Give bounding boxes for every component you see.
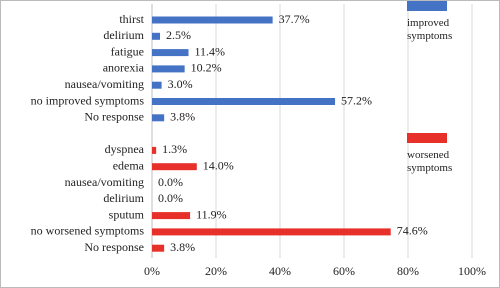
data-label: 10.2% [191, 61, 222, 75]
y-tick-label: No response [84, 240, 144, 254]
data-label: 14.0% [203, 158, 234, 172]
bar [152, 65, 185, 73]
legend-swatch [407, 133, 447, 143]
data-label: 0.0% [158, 175, 183, 189]
data-label: 74.6% [397, 224, 428, 238]
y-tick-label: No response [84, 110, 144, 124]
legend-label: worsened symptoms [407, 149, 453, 174]
data-label: 3.8% [170, 240, 195, 254]
data-label: 2.5% [166, 28, 191, 42]
y-tick-label: thirst [119, 12, 144, 26]
x-tick-label: 100% [458, 264, 486, 278]
y-tick-label: delirium [103, 191, 144, 205]
y-tick-label: edema [113, 158, 145, 172]
y-tick-label: anorexia [103, 61, 145, 75]
y-tick-label: nausea/vomiting [65, 77, 144, 91]
data-label: 1.3% [162, 142, 187, 156]
x-tick-label: 60% [333, 264, 355, 278]
y-tick-label: nausea/vomiting [65, 175, 144, 189]
bar [152, 163, 197, 171]
data-label: 3.8% [170, 110, 195, 124]
bar [152, 244, 165, 252]
y-tick-label: sputum [109, 207, 145, 221]
bar [152, 212, 191, 220]
bar [152, 49, 189, 57]
data-label: 57.2% [341, 93, 372, 107]
bar [152, 98, 336, 105]
data-label: 0.0% [158, 191, 183, 205]
bar [152, 16, 273, 24]
bar [152, 146, 157, 154]
y-tick-label: fatigue [111, 44, 144, 58]
x-tick-label: 40% [269, 264, 291, 278]
y-tick-label: no worsened symptoms [31, 224, 145, 238]
y-tick-label: delirium [103, 28, 144, 42]
bar [152, 114, 165, 122]
y-tick-label: dyspnea [105, 142, 145, 156]
bar [152, 32, 160, 40]
data-label: 3.0% [168, 77, 193, 91]
x-tick-label: 0% [144, 264, 160, 278]
data-label: 11.4% [194, 44, 225, 58]
data-label: 37.7% [279, 12, 310, 26]
y-tick-label: no improved symptoms [31, 93, 145, 107]
bar [152, 228, 391, 236]
bar [152, 81, 162, 89]
legend-label: improved symptoms [407, 17, 453, 42]
x-tick-label: 80% [397, 264, 419, 278]
x-tick-label: 20% [205, 264, 227, 278]
data-label: 11.9% [196, 207, 227, 221]
legend-swatch [407, 1, 447, 11]
